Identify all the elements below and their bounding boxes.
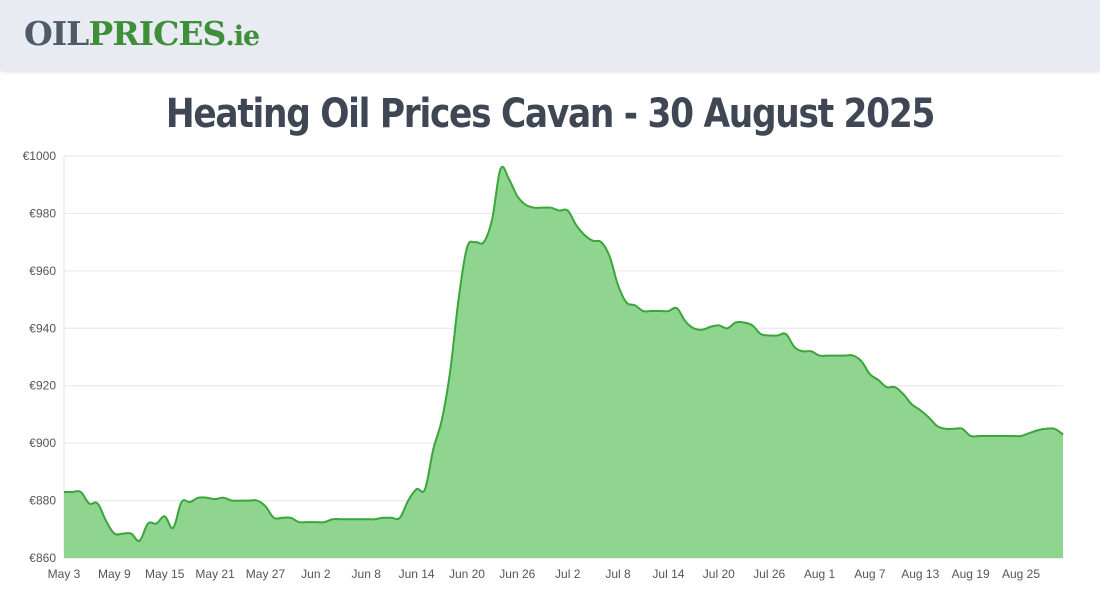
- x-tick-label: May 9: [98, 567, 131, 581]
- y-tick-label: €940: [29, 321, 56, 335]
- x-tick-label: Aug 1: [804, 567, 836, 581]
- x-tick-label: Aug 25: [1002, 567, 1040, 581]
- x-tick-label: Jun 8: [352, 567, 382, 581]
- logo-ie-text: .ie: [225, 21, 260, 52]
- x-tick-label: Jun 20: [449, 567, 485, 581]
- y-tick-label: €920: [29, 379, 56, 393]
- y-tick-label: €1000: [23, 149, 57, 163]
- x-tick-label: May 21: [195, 567, 235, 581]
- x-tick-label: Jul 8: [605, 567, 631, 581]
- y-axis: €860 €880 €900 €920 €940 €960 €980 €1000: [23, 149, 57, 565]
- logo-prices-text: PRICES: [88, 14, 226, 53]
- x-tick-label: May 3: [48, 567, 81, 581]
- y-tick-label: €980: [29, 206, 56, 220]
- series-line: [63, 165, 1064, 543]
- area-fill: [64, 166, 1063, 558]
- x-tick-label: Jun 14: [399, 567, 435, 581]
- page-title: Heating Oil Prices Cavan - 30 August 202…: [165, 91, 936, 137]
- site-logo[interactable]: OILPRICES.ie: [24, 14, 260, 57]
- x-tick-label: Aug 19: [952, 567, 990, 581]
- x-tick-label: Jul 2: [555, 567, 581, 581]
- x-tick-label: May 15: [145, 567, 185, 581]
- y-tick-label: €960: [29, 264, 56, 278]
- y-tick-label: €900: [29, 436, 56, 450]
- y-tick-label: €860: [29, 551, 56, 565]
- x-tick-label: Jul 20: [703, 567, 735, 581]
- x-tick-label: Aug 13: [901, 567, 939, 581]
- x-tick-label: May 27: [246, 567, 286, 581]
- y-tick-label: €880: [29, 494, 56, 508]
- x-tick-label: Jun 26: [499, 567, 535, 581]
- x-tick-label: Jul 26: [753, 567, 785, 581]
- x-tick-label: Aug 7: [854, 567, 886, 581]
- header-bar: OILPRICES.ie: [0, 0, 1100, 70]
- logo-oil-text: OIL: [24, 14, 89, 53]
- x-axis: May 3 May 9 May 15 May 21 May 27 Jun 2 Jun 8 Ju…: [48, 567, 1041, 581]
- area-series: [63, 165, 1064, 558]
- x-tick-label: Jul 14: [652, 567, 684, 581]
- x-tick-label: Jun 2: [301, 567, 331, 581]
